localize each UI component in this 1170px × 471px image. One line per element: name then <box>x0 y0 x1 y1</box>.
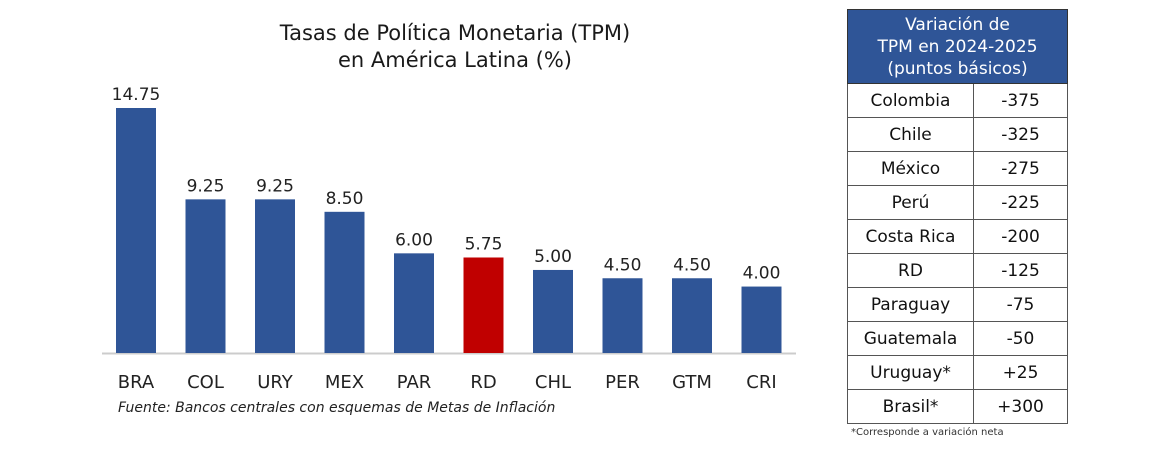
table-header-row: Variación de TPM en 2024-2025 (puntos bá… <box>846 9 1069 84</box>
bar-value-label: 5.00 <box>534 247 572 267</box>
bar-value-label: 9.25 <box>187 176 225 196</box>
bps-change-cell: -375 <box>972 83 1069 118</box>
chart-title-line-2: en América Latina (%) <box>337 48 573 72</box>
x-tick-label: PAR <box>397 372 432 393</box>
chart-title-line-1: Tasas de Política Monetaria (TPM) <box>279 21 631 45</box>
x-tick-label: PER <box>605 372 640 393</box>
bar-value-label: 14.75 <box>112 85 161 105</box>
table-row: RD -125 <box>847 253 1069 288</box>
bps-change-cell: -275 <box>972 151 1069 186</box>
x-tick-label: COL <box>187 372 224 393</box>
chart-title: Tasas de Política Monetaria (TPM) en Amé… <box>150 20 760 74</box>
country-cell: Colombia <box>847 83 974 118</box>
bar-cri <box>741 286 782 353</box>
bps-change-cell: -200 <box>972 219 1069 254</box>
country-cell: Brasil* <box>847 389 974 424</box>
bar-chart: 14.75 BRA 9.25 COL 9.25 URY 8.50 MEX 6.00 PAR 5.75… <box>102 85 796 393</box>
bps-change-cell: -75 <box>972 287 1069 322</box>
table-row: Paraguay -75 <box>847 287 1069 322</box>
bar-gtm <box>672 278 712 353</box>
bar-rd <box>463 257 504 353</box>
country-cell: Uruguay* <box>847 355 974 390</box>
table-header: Variación de TPM en 2024-2025 (puntos bá… <box>846 9 1069 84</box>
table-header-line-3: (puntos básicos) <box>887 59 1028 79</box>
table-row: Brasil* +300 <box>847 389 1069 424</box>
table-body: Colombia -375 Chile -325 México -275 Perú -225 C… <box>847 83 1069 424</box>
table-footnote: *Corresponde a variación neta <box>851 427 1004 438</box>
table-row: México -275 <box>847 151 1069 186</box>
country-cell: Costa Rica <box>847 219 974 254</box>
country-cell: Guatemala <box>847 321 974 356</box>
bar-bra <box>116 108 156 353</box>
x-tick-label: BRA <box>118 372 155 393</box>
country-cell: México <box>847 151 974 186</box>
table-row: Costa Rica -200 <box>847 219 1069 254</box>
bar-col <box>185 199 226 353</box>
source-note: Fuente: Bancos centrales con esquemas de… <box>118 400 556 416</box>
bar-value-label: 4.50 <box>673 255 711 275</box>
bar-value-label: 4.00 <box>743 264 781 284</box>
bar-mex <box>324 211 365 353</box>
table-header-line-2: TPM en 2024-2025 <box>877 37 1038 57</box>
bps-change-cell: -50 <box>972 321 1069 356</box>
country-cell: Chile <box>847 117 974 152</box>
bps-change-cell: +25 <box>972 355 1069 390</box>
bar-per <box>602 278 643 353</box>
table-row: Perú -225 <box>847 185 1069 220</box>
bar-value-label: 9.25 <box>256 176 294 196</box>
bar-value-label: 5.75 <box>465 234 503 254</box>
table-row: Guatemala -50 <box>847 321 1069 356</box>
bar-value-label: 4.50 <box>604 255 642 275</box>
bar-par <box>394 253 434 353</box>
country-cell: Paraguay <box>847 287 974 322</box>
bps-change-cell: -125 <box>972 253 1069 288</box>
table-row: Chile -325 <box>847 117 1069 152</box>
x-tick-label: URY <box>257 372 294 393</box>
table-header-line-1: Variación de <box>905 15 1010 35</box>
country-cell: Perú <box>847 185 974 220</box>
x-tick-label: RD <box>470 372 496 393</box>
bps-change-cell: -225 <box>972 185 1069 220</box>
x-tick-label: CRI <box>746 372 776 393</box>
bps-change-cell: +300 <box>972 389 1069 424</box>
bar-ury <box>255 199 295 353</box>
bps-change-cell: -325 <box>972 117 1069 152</box>
tpm-variation-table: Variación de TPM en 2024-2025 (puntos bá… <box>846 9 1069 424</box>
table-row: Colombia -375 <box>847 83 1069 118</box>
x-tick-label: CHL <box>535 372 571 393</box>
x-tick-label: GTM <box>672 372 712 393</box>
bar-chl <box>533 269 573 353</box>
bar-value-label: 8.50 <box>326 189 364 209</box>
table-row: Uruguay* +25 <box>847 355 1069 390</box>
bar-value-label: 6.00 <box>395 230 433 250</box>
x-tick-label: MEX <box>325 372 364 393</box>
country-cell: RD <box>847 253 974 288</box>
